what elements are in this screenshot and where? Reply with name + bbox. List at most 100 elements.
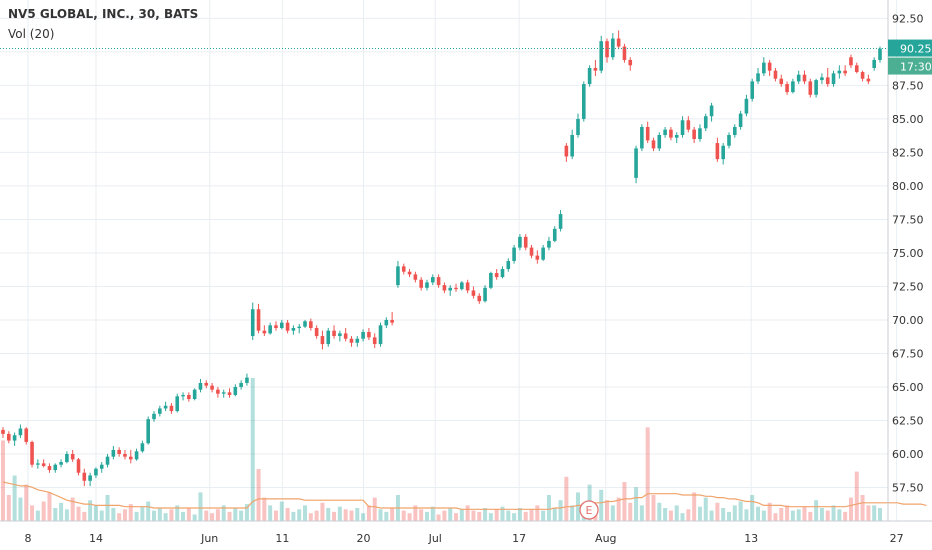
volume-bar <box>419 509 424 521</box>
volume-bar <box>291 511 296 521</box>
candle <box>692 126 696 144</box>
candle <box>762 57 766 77</box>
volume-bar <box>872 505 877 521</box>
candle-body <box>233 386 238 396</box>
volume-bar <box>6 495 11 521</box>
candle-body <box>425 282 429 288</box>
candle-body <box>1 429 5 434</box>
candle <box>198 378 203 393</box>
candle <box>419 277 423 291</box>
volume-bar <box>692 492 697 521</box>
y-tick-label: 67.50 <box>892 347 924 360</box>
candle-body <box>285 322 290 331</box>
candle <box>221 389 226 398</box>
candle <box>872 57 876 71</box>
volume-bar <box>378 509 383 521</box>
volume-bar <box>703 497 708 521</box>
volume-bar <box>332 511 337 521</box>
volume-bar <box>337 506 342 521</box>
candle <box>738 110 743 130</box>
volume-bar <box>250 378 255 521</box>
candle <box>152 411 156 422</box>
volume-bar <box>541 510 546 521</box>
candle <box>820 73 824 85</box>
volume-bar <box>605 500 610 521</box>
candle <box>593 59 598 77</box>
candle <box>518 234 522 251</box>
volume-bar <box>785 505 790 521</box>
candle-body <box>634 148 638 178</box>
volume-bar <box>599 489 604 521</box>
volume-bar <box>152 510 157 521</box>
countdown-tag-bg <box>888 57 932 75</box>
candle <box>506 258 511 272</box>
volume-bar <box>326 508 331 521</box>
candle <box>657 132 662 152</box>
candle-body <box>442 285 447 291</box>
volume-bar <box>575 492 580 521</box>
candle <box>802 70 807 85</box>
candle <box>814 78 818 98</box>
volume-bar <box>878 508 882 521</box>
candle <box>750 78 755 102</box>
volume-bar <box>308 513 313 521</box>
volume-bar <box>779 508 784 521</box>
volume-bar <box>99 510 104 521</box>
candle <box>291 325 296 335</box>
candle <box>744 94 749 117</box>
candle-body <box>367 332 371 338</box>
candle-body <box>558 214 563 229</box>
candle <box>796 70 801 85</box>
candle <box>314 325 319 339</box>
y-tick-label: 65.00 <box>892 381 924 394</box>
candle-body <box>256 309 261 331</box>
volume-bar <box>854 471 859 521</box>
volume-bar <box>12 475 17 521</box>
candle-body <box>407 271 412 275</box>
candle <box>436 274 441 288</box>
y-tick-label: 57.50 <box>892 481 924 494</box>
grid <box>0 0 898 521</box>
candle <box>616 30 621 50</box>
candle-body <box>843 70 847 74</box>
candle <box>41 459 46 468</box>
volume-bar <box>483 508 488 521</box>
candle-body <box>111 449 116 457</box>
candle <box>233 384 238 397</box>
candle <box>134 448 139 461</box>
candle-body <box>82 472 87 481</box>
volume-bar <box>645 427 650 521</box>
candle-body <box>338 333 342 337</box>
candle-body <box>750 81 755 99</box>
volume-bar <box>413 505 418 521</box>
candle-body <box>221 392 226 394</box>
candle-body <box>372 337 377 345</box>
candle-body <box>709 105 714 117</box>
candle <box>686 116 691 133</box>
candle-body <box>837 70 842 74</box>
candle <box>279 319 284 330</box>
volume-bar <box>24 484 29 521</box>
x-tick-label: Jun <box>200 532 218 545</box>
candle <box>204 380 209 389</box>
volume-bar <box>436 514 441 521</box>
candle-body <box>529 247 534 256</box>
candle-body <box>349 338 354 343</box>
volume-bar <box>239 510 244 521</box>
candle <box>65 451 69 464</box>
volume-bar <box>837 509 842 521</box>
candle-body <box>541 247 545 260</box>
candle-body <box>512 247 516 261</box>
volume-bar <box>500 506 505 521</box>
candle-body <box>593 67 598 71</box>
candle-body <box>570 135 574 157</box>
volume-bar <box>18 497 23 521</box>
overlay: 90.25 17:30 E <box>0 39 932 520</box>
candle-body <box>785 84 789 93</box>
candle-body <box>460 282 464 290</box>
candle <box>274 321 278 331</box>
candle-body <box>692 129 696 140</box>
candle <box>425 279 429 291</box>
x-tick-label: 14 <box>89 532 103 545</box>
